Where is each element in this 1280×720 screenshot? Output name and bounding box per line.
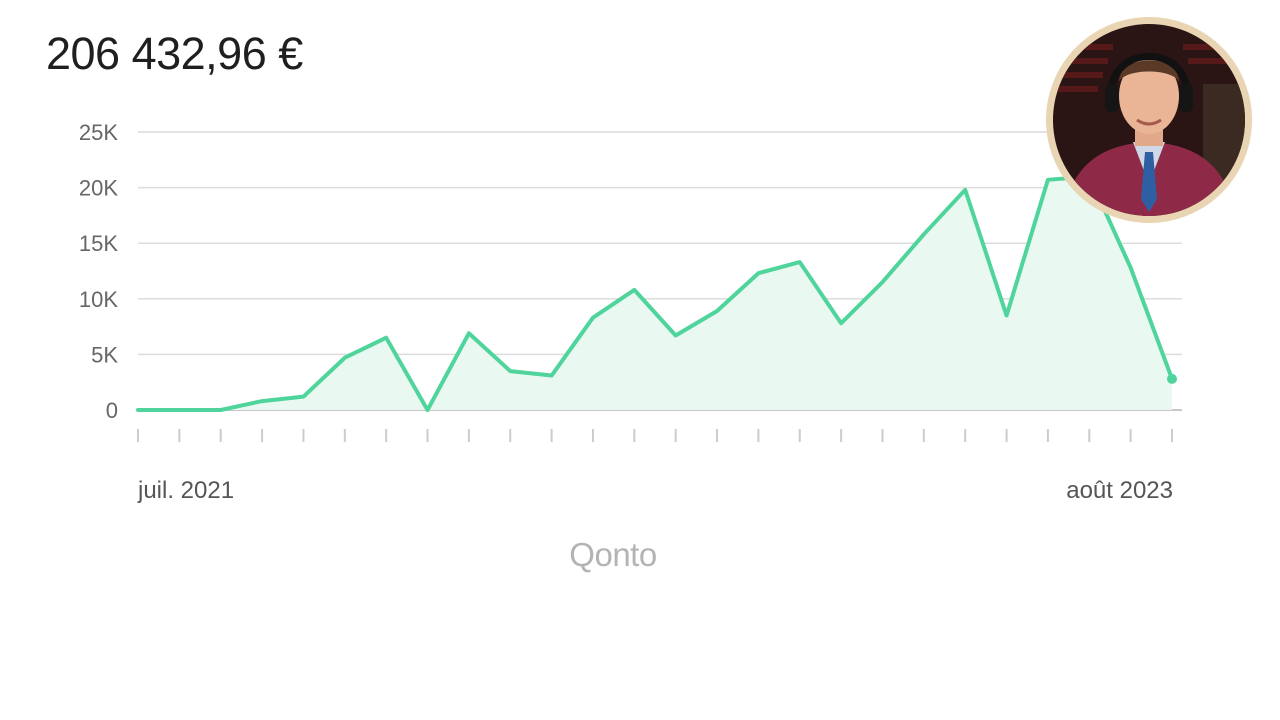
y-tick-label: 25K	[79, 120, 118, 145]
x-axis-start-label: juil. 2021	[137, 477, 234, 504]
y-tick-label: 10K	[79, 287, 118, 312]
area-fill	[138, 176, 1172, 410]
last-data-point	[1167, 373, 1177, 384]
y-tick-label: 20K	[79, 176, 118, 201]
y-tick-label: 15K	[79, 231, 118, 256]
x-axis-end-label: août 2023	[1066, 477, 1173, 504]
avatar-photo	[1053, 24, 1245, 216]
series-line	[136, 174, 1174, 412]
y-tick-label: 0	[106, 398, 118, 423]
avatar	[1046, 17, 1252, 223]
total-balance: 206 432,96 €	[46, 28, 303, 79]
revenue-area-chart: 0 5K 10K 15K 20K 25K juil. 2021 août 2023	[79, 120, 1182, 504]
y-tick-label: 5K	[91, 342, 118, 367]
qonto-logo: Qonto	[569, 536, 657, 573]
